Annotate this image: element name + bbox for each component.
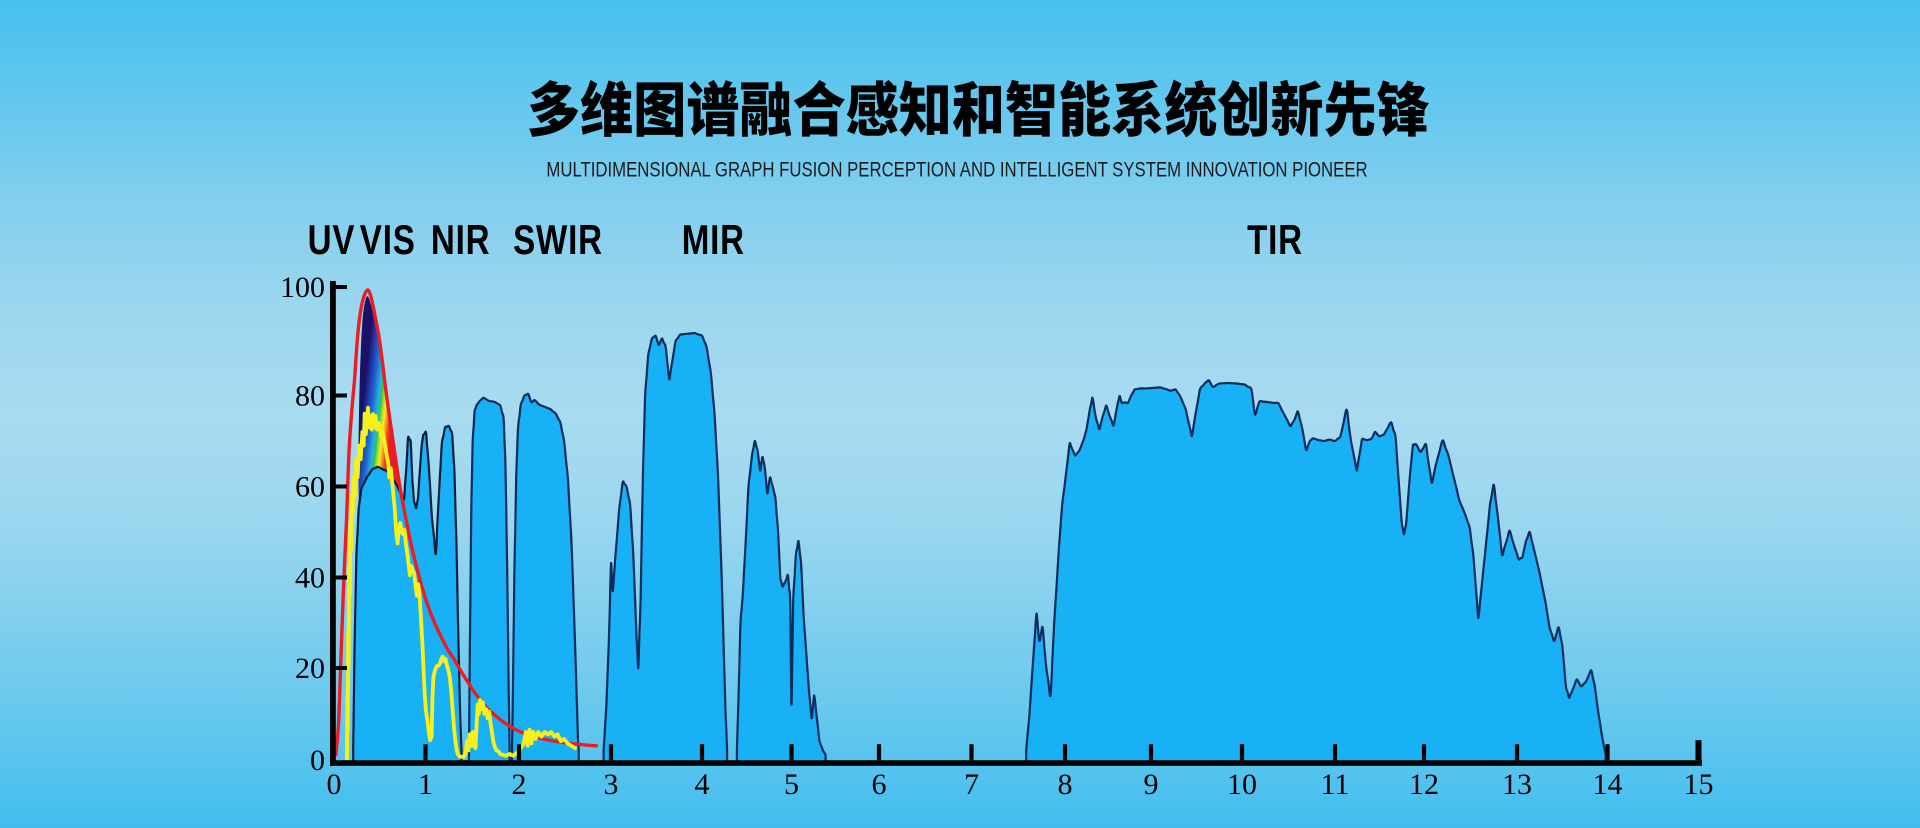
svg-text:3: 3 bbox=[604, 768, 619, 801]
svg-text:2: 2 bbox=[512, 768, 527, 801]
svg-text:14: 14 bbox=[1593, 768, 1623, 801]
svg-text:6: 6 bbox=[872, 768, 887, 801]
svg-text:80: 80 bbox=[295, 380, 325, 413]
svg-text:11: 11 bbox=[1321, 768, 1350, 801]
svg-text:SWIR: SWIR bbox=[513, 217, 603, 264]
svg-text:TIR: TIR bbox=[1247, 217, 1303, 264]
svg-text:13: 13 bbox=[1502, 768, 1532, 801]
svg-text:1: 1 bbox=[418, 768, 433, 801]
svg-text:40: 40 bbox=[295, 562, 325, 595]
svg-text:MULTIDIMENSIONAL GRAPH FUSION: MULTIDIMENSIONAL GRAPH FUSION PERCEPTION… bbox=[546, 159, 1367, 182]
svg-text:7: 7 bbox=[964, 768, 979, 801]
svg-text:100: 100 bbox=[280, 271, 325, 304]
svg-text:60: 60 bbox=[295, 471, 325, 504]
svg-text:15: 15 bbox=[1684, 768, 1714, 801]
svg-text:12: 12 bbox=[1409, 768, 1439, 801]
svg-text:8: 8 bbox=[1058, 768, 1073, 801]
svg-text:9: 9 bbox=[1144, 768, 1159, 801]
svg-text:NIR: NIR bbox=[431, 217, 490, 264]
svg-text:20: 20 bbox=[295, 652, 325, 685]
svg-text:10: 10 bbox=[1227, 768, 1257, 801]
svg-text:MIR: MIR bbox=[682, 217, 745, 264]
svg-text:0: 0 bbox=[327, 768, 342, 801]
svg-text:VIS: VIS bbox=[360, 217, 416, 264]
svg-text:4: 4 bbox=[695, 768, 710, 801]
svg-text:5: 5 bbox=[784, 768, 799, 801]
svg-text:UV: UV bbox=[308, 217, 356, 264]
svg-text:0: 0 bbox=[310, 744, 325, 777]
